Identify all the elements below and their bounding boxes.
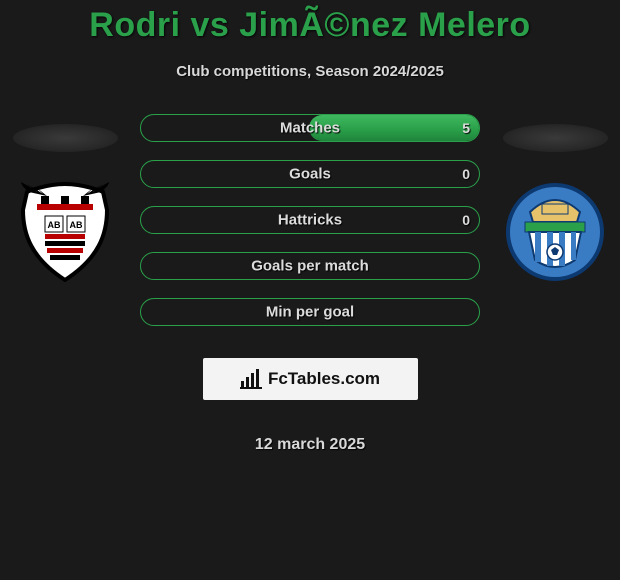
- stat-value-right: 5: [462, 120, 470, 136]
- stat-row-min-per-goal: Min per goal: [140, 298, 480, 326]
- stat-row-goals-per-match: Goals per match: [140, 252, 480, 280]
- stat-label: Goals: [289, 166, 331, 183]
- right-pedestal-shadow: [503, 124, 608, 152]
- stat-label: Goals per match: [251, 258, 369, 275]
- stat-value-right: 0: [462, 212, 470, 228]
- date-text: 12 march 2025: [255, 436, 365, 454]
- branding-text: FcTables.com: [268, 369, 380, 389]
- left-team-badge: AB AB: [15, 182, 115, 282]
- branding-plate: FcTables.com: [203, 358, 418, 400]
- stats-column: Matches 5 Goals 0 Hattricks 0 Goals per …: [140, 114, 480, 454]
- svg-text:AB: AB: [48, 220, 61, 230]
- stat-label: Min per goal: [266, 304, 354, 321]
- stat-value-right: 0: [462, 166, 470, 182]
- left-pedestal-shadow: [13, 124, 118, 152]
- stat-label: Matches: [280, 120, 340, 137]
- shield-icon: AB AB: [15, 182, 115, 282]
- bar-chart-icon: [240, 369, 262, 389]
- stat-row-hattricks: Hattricks 0: [140, 206, 480, 234]
- subtitle: Club competitions, Season 2024/2025: [0, 63, 620, 80]
- stat-label: Hattricks: [278, 212, 342, 229]
- svg-text:AB: AB: [70, 220, 83, 230]
- page-title: Rodri vs JimÃ©nez Melero: [0, 0, 620, 45]
- left-team-column: AB AB: [10, 124, 120, 282]
- right-team-badge: [505, 182, 605, 282]
- comparison-layout: AB AB Matches 5 Goals 0: [0, 114, 620, 454]
- stat-row-matches: Matches 5: [140, 114, 480, 142]
- shield-icon: [505, 182, 605, 282]
- right-team-column: [500, 124, 610, 282]
- stat-row-goals: Goals 0: [140, 160, 480, 188]
